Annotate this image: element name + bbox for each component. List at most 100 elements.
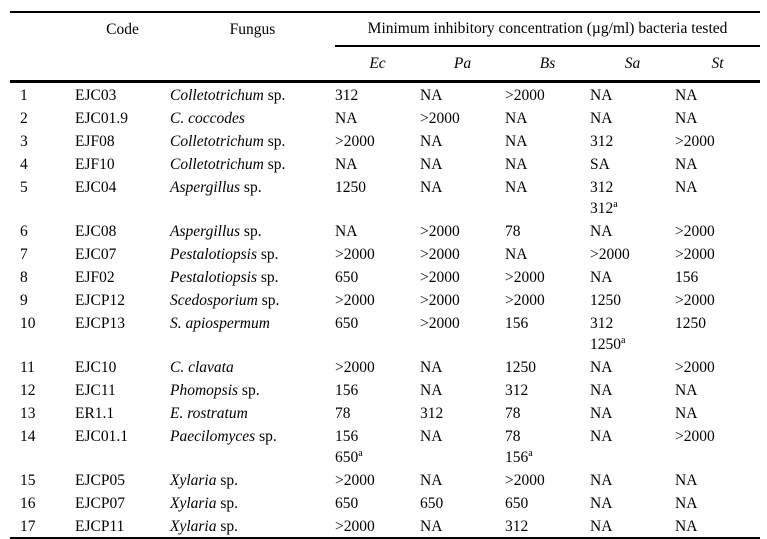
table-row: 14 EJC01.1 Paecilomyces sp. 156 650a NA 78 1…	[10, 424, 760, 468]
mic-value: NA	[675, 110, 698, 127]
header-spacer	[10, 12, 75, 46]
mic-table: Code Fungus Minimum inhibitory concentra…	[10, 11, 761, 539]
fungus-code: EJC11	[75, 382, 116, 399]
mic-value: NA	[420, 359, 443, 376]
header-spacer	[170, 46, 335, 82]
mic-value: >2000	[505, 269, 545, 286]
mic-value: >2000	[335, 246, 375, 263]
fungus-name: C. coccodes	[170, 110, 245, 127]
mic-value: NA	[590, 495, 613, 512]
fungus-code: EJC03	[75, 87, 117, 104]
mic-value: >2000	[335, 359, 375, 376]
mic-value: NA	[590, 110, 613, 127]
mic-value: NA	[675, 518, 698, 535]
mic-value: >2000	[420, 292, 460, 309]
fungus-code: EJC01.1	[75, 428, 128, 445]
mic-value: NA	[420, 179, 443, 196]
mic-value: >2000	[590, 246, 630, 263]
table-row: 8 EJF02 Pestalotiopsis sp. 650 >2000 >2000…	[10, 265, 760, 288]
fungus-code: EJCP05	[75, 472, 125, 489]
footnote-marker: a	[621, 334, 626, 346]
header-fungus: Fungus	[229, 20, 276, 38]
mic-value: NA	[420, 87, 443, 104]
table-row: 1 EJC03 Colletotrichum sp. 312 NA >2000 NA N…	[10, 82, 760, 107]
fungus-code: EJC04	[75, 179, 117, 196]
header-bacteria-sa: Sa	[624, 54, 641, 72]
fungus-code: EJC10	[75, 359, 117, 376]
mic-value: NA	[675, 382, 698, 399]
mic-value: >2000	[420, 246, 460, 263]
mic-value: >2000	[675, 428, 715, 445]
fungus-name: Xylaria sp.	[170, 495, 239, 512]
header-bacteria-st: St	[711, 54, 724, 72]
mic-value: NA	[505, 156, 528, 173]
table-row: 11 EJC10 C. clavata >2000 NA 1250 NA >2000	[10, 355, 760, 378]
mic-value: 312	[335, 87, 359, 104]
row-number: 1	[20, 87, 28, 104]
mic-value: 1250	[675, 315, 706, 332]
table-header: Code Fungus Minimum inhibitory concentra…	[10, 12, 761, 82]
fungus-name: C. clavata	[170, 359, 234, 376]
mic-value: NA	[590, 382, 613, 399]
mic-value: NA	[675, 179, 698, 196]
table-row: 10 EJCP13 S. apiospermum 650 >2000 156 312 1…	[10, 311, 760, 355]
fungus-code: EJC08	[75, 223, 117, 240]
mic-value: 1250	[590, 292, 621, 309]
mic-value: SA	[590, 156, 610, 173]
footnote-marker: a	[613, 198, 618, 210]
table-row: 13 ER1.1 E. rostratum 78 312 78 NA NA	[10, 401, 760, 424]
row-number: 11	[20, 359, 35, 376]
header-bacteria-bs: Bs	[539, 54, 556, 72]
mic-value: 156	[335, 382, 359, 399]
mic-value: >2000	[420, 315, 460, 332]
mic-value: NA	[420, 472, 443, 489]
mic-value: NA	[335, 110, 358, 127]
mic-value: NA	[590, 472, 613, 489]
mic-value: 1250	[505, 359, 536, 376]
mic-value: 312 312a	[590, 179, 618, 217]
row-number: 17	[20, 518, 36, 535]
footnote-marker: a	[528, 447, 533, 459]
mic-value: NA	[590, 518, 613, 535]
mic-value: NA	[420, 133, 443, 150]
fungus-code: EJC01.9	[75, 110, 128, 127]
mic-value: >2000	[335, 292, 375, 309]
fungus-name: Colletotrichum sp.	[170, 156, 286, 173]
mic-value: 312	[590, 133, 614, 150]
mic-value: NA	[675, 87, 698, 104]
table-row: 9 EJCP12 Scedosporium sp. >2000 >2000 >200…	[10, 288, 760, 311]
mic-value: >2000	[505, 292, 545, 309]
header-row-bacteria: Ec Pa Bs Sa St	[10, 46, 760, 82]
fungus-code: EJF02	[75, 269, 115, 286]
fungus-code: EJCP11	[75, 518, 125, 535]
mic-value: NA	[420, 428, 443, 445]
row-number: 10	[20, 315, 36, 332]
table-row: 3 EJF08 Colletotrichum sp. >2000 NA NA 312 >…	[10, 129, 760, 152]
mic-value: NA	[505, 246, 528, 263]
table-row: 2 EJC01.9 C. coccodes NA >2000 NA NA NA	[10, 106, 760, 129]
table-row: 17 EJCP11 Xylaria sp. >2000 NA 312 NA NA	[10, 514, 760, 538]
row-number: 15	[20, 472, 36, 489]
mic-value: NA	[590, 405, 613, 422]
footnote-marker: a	[358, 447, 363, 459]
row-number: 14	[20, 428, 36, 445]
mic-value: NA	[335, 223, 358, 240]
mic-value: 312	[420, 405, 444, 422]
mic-value: NA	[505, 179, 528, 196]
fungus-name: Paecilomyces sp.	[170, 428, 277, 445]
row-number: 6	[20, 223, 28, 240]
mic-value: >2000	[675, 359, 715, 376]
mic-value: NA	[505, 110, 528, 127]
header-bacteria-ec: Ec	[369, 54, 386, 72]
mic-value: NA	[675, 495, 698, 512]
table-row: 4 EJF10 Colletotrichum sp. NA NA NA SA NA	[10, 152, 760, 175]
mic-value: 78	[505, 223, 521, 240]
fungus-name: Aspergillus sp.	[170, 223, 262, 240]
mic-value: 650	[505, 495, 529, 512]
mic-value: >2000	[675, 133, 715, 150]
table-row: 12 EJC11 Phomopsis sp. 156 NA 312 NA NA	[10, 378, 760, 401]
fungus-name: Xylaria sp.	[170, 518, 239, 535]
row-number: 8	[20, 269, 28, 286]
fungus-code: EJC07	[75, 246, 117, 263]
mic-value: >2000	[505, 472, 545, 489]
